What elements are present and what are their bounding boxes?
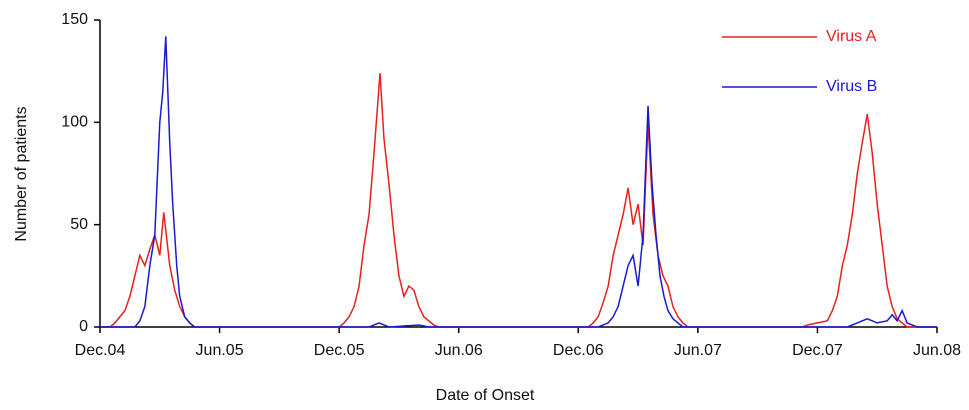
x-axis-label: Date of Onset (436, 387, 535, 404)
legend-label: Virus A (826, 28, 877, 45)
series-line (100, 73, 937, 328)
y-tick-label: 50 (70, 216, 88, 233)
x-tick-label: Jun.06 (435, 342, 483, 359)
series-line (100, 36, 937, 328)
x-tick-label: Dec.06 (553, 342, 604, 359)
x-tick-label: Dec.04 (75, 342, 126, 359)
y-axis-label: Number of patients (13, 106, 30, 241)
y-tick-label: 0 (79, 318, 88, 335)
x-tick-label: Jun.07 (674, 342, 722, 359)
y-tick-label: 100 (61, 114, 88, 131)
x-tick-label: Dec.07 (792, 342, 843, 359)
legend-label: Virus B (826, 78, 877, 95)
x-tick-label: Jun.05 (196, 342, 244, 359)
x-tick-label: Dec.05 (314, 342, 365, 359)
x-tick-label: Jun.08 (913, 342, 961, 359)
y-tick-label: 150 (61, 11, 88, 28)
